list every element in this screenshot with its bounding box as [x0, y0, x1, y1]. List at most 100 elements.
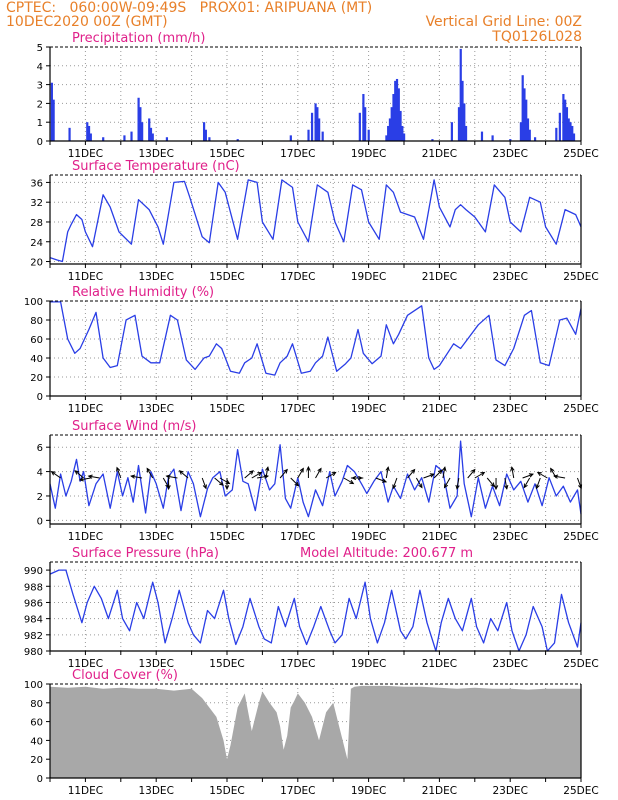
wind-vector [553, 474, 566, 479]
wind-vector-head [165, 474, 171, 479]
wind-vector-head [78, 477, 84, 482]
precip-bar [459, 48, 462, 141]
x-tick-label: 15DEC [209, 531, 244, 543]
wind-vector [78, 477, 91, 482]
wind-vector-head [178, 470, 184, 475]
y-tick-label: 32 [30, 198, 43, 209]
y-tick-label: 24 [30, 238, 43, 249]
wind-vector [535, 477, 541, 490]
wind-vector-head [257, 471, 263, 477]
wind-vector [385, 466, 390, 479]
precip-bar [204, 129, 207, 141]
wind-vector-shaft [474, 472, 485, 479]
y-tick-label: 984 [24, 615, 43, 626]
y-tick-label: 3 [37, 81, 43, 92]
precip-bar [89, 133, 92, 141]
wind-vector-shaft [166, 475, 178, 479]
wind-vector-shaft [297, 468, 304, 479]
x-tick-label: 21DEC [422, 148, 457, 160]
wind-vector [343, 477, 355, 485]
x-tick-label: 15DEC [209, 271, 244, 283]
panel-title: Cloud Cover (%) [72, 668, 178, 683]
panel-4: 980 982 984 986 988 990 11DEC 13DEC 15DEC 17DEC 19… [24, 546, 599, 670]
x-tick-label: 25DEC [563, 271, 598, 283]
wind-vector-head [455, 484, 460, 490]
wind-vector-shaft [88, 475, 100, 479]
precip-bar [390, 107, 393, 141]
precip-bar [50, 82, 53, 141]
precip-bar [310, 112, 314, 141]
wind-vector-shaft [522, 473, 534, 479]
series-line [49, 440, 582, 518]
precip-bar [562, 94, 565, 141]
wind-vector-head [224, 485, 230, 491]
wind-vector-head [442, 466, 447, 472]
panel-2: 0 20 40 60 80 100 11DEC 13DEC 15DEC 17DEC 19DEC 21D… [24, 285, 599, 415]
wind-vector-shaft [74, 470, 84, 479]
precip-bar [149, 127, 153, 141]
x-tick-label: 25DEC [563, 403, 598, 415]
precip-bar [86, 122, 89, 141]
precip-bar [289, 135, 292, 141]
wind-vector-shaft [214, 477, 224, 486]
wind-vector [178, 470, 189, 479]
wind-vector-head [429, 473, 435, 478]
x-tick-label: 19DEC [351, 271, 386, 283]
x-tick-label: 11DEC [68, 403, 103, 415]
wind-vector [251, 471, 263, 479]
wind-vector-shaft [511, 467, 515, 479]
y-tick-label: 988 [24, 582, 43, 593]
y-tick-label: 40 [30, 354, 43, 365]
wind-vector-head [381, 478, 388, 483]
y-tick-label: 986 [24, 598, 43, 609]
y-tick-label: 80 [30, 316, 43, 327]
x-tick-label: 17DEC [280, 148, 315, 160]
wind-vector [522, 473, 534, 479]
y-tick-label: 0 [37, 137, 43, 148]
wind-vector-head [523, 483, 528, 489]
x-tick-label: 23DEC [492, 531, 527, 543]
wind-vector-shaft [116, 467, 122, 479]
x-tick-label: 21DEC [422, 403, 457, 415]
x-tick-label: 15DEC [209, 403, 244, 415]
wind-vector [116, 466, 122, 479]
series-line [50, 301, 582, 376]
y-tick-label: 4 [37, 62, 43, 73]
wind-vector-head [535, 484, 540, 490]
wind-vector-shaft [219, 477, 230, 484]
panel-1: 20 24 28 32 36 11DEC 13DEC 15DEC 17DEC 19DEC 21DEC… [30, 159, 598, 283]
wind-vector-head [410, 468, 416, 474]
y-tick-label: 20 [30, 258, 43, 269]
wind-vector [50, 471, 61, 479]
wind-vector-shaft [467, 469, 476, 479]
y-tick-label: 2 [37, 492, 43, 503]
wind-vector [375, 477, 388, 483]
wind-vector-shaft [162, 477, 170, 488]
precip-bar [399, 110, 402, 141]
wind-vector-head [536, 471, 542, 477]
y-tick-label: 980 [24, 647, 43, 658]
wind-vector [351, 475, 364, 481]
x-tick-label: 13DEC [138, 531, 173, 543]
wind-vector-head [116, 466, 121, 472]
wind-vector-shaft [51, 471, 61, 479]
x-tick-label: 13DEC [138, 403, 173, 415]
y-tick-label: 80 [30, 699, 43, 710]
y-tick-label: 982 [24, 631, 43, 642]
wind-vector-shaft [146, 468, 154, 479]
x-tick-label: 25DEC [563, 658, 598, 670]
precip-bar [123, 135, 126, 141]
x-tick-label: 25DEC [563, 785, 598, 797]
x-tick-label: 21DEC [422, 531, 457, 543]
wind-vector [166, 478, 171, 491]
wind-vector-shaft [415, 477, 423, 488]
wind-vector-shaft [456, 477, 460, 489]
precip-bar [139, 107, 142, 141]
wind-vector-head [392, 484, 397, 490]
y-tick-label: 4 [37, 468, 43, 479]
wind-vector-shaft [504, 477, 508, 489]
precip-bar [491, 135, 494, 141]
panel-5: 0 20 40 60 80 100 11DEC 13DEC 15DEC 17DEC 19DEC 21D… [24, 668, 599, 797]
precip-bar [102, 137, 105, 141]
x-tick-label: 17DEC [280, 403, 315, 415]
